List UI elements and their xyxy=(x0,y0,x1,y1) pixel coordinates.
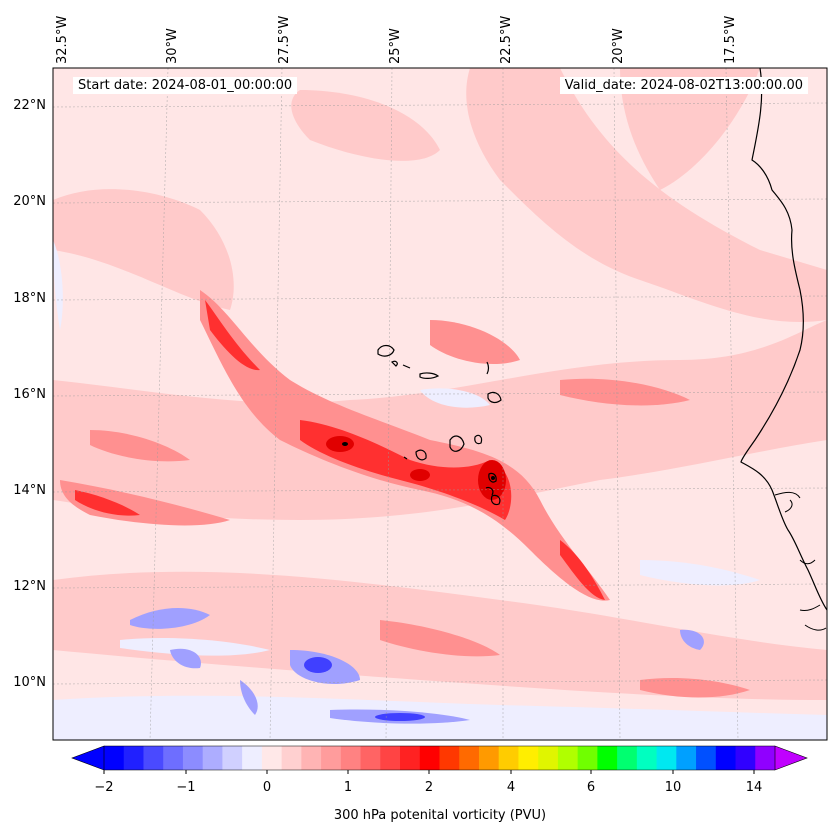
colorbar-segment xyxy=(380,746,401,770)
lon-label: 17.5°W xyxy=(723,15,738,64)
colorbar-segment xyxy=(617,746,638,770)
colorbar-segment xyxy=(143,746,164,770)
colorbar-segment xyxy=(518,746,539,770)
colorbar-segment xyxy=(182,746,204,770)
colorbar-tick-label: −1 xyxy=(176,780,196,795)
colorbar-segment xyxy=(222,746,243,770)
map-frame xyxy=(52,67,828,741)
colorbar-extend-low xyxy=(71,745,105,771)
lat-label: 22°N xyxy=(13,98,46,113)
colorbar xyxy=(71,745,808,774)
colorbar-segment xyxy=(636,746,658,770)
lon-label: 20°W xyxy=(611,28,626,64)
start-date-label: Start date: 2024-08-01_00:00:00 xyxy=(73,77,298,94)
colorbar-segment xyxy=(123,746,144,770)
colorbar-tick-label: 4 xyxy=(506,780,516,795)
colorbar-segment xyxy=(577,746,598,770)
colorbar-segment xyxy=(419,746,440,770)
cape-verde-islands xyxy=(377,344,502,506)
colorbar-segment xyxy=(104,746,125,770)
colorbar-segment xyxy=(261,746,283,770)
lat-label: 14°N xyxy=(13,483,46,498)
colorbar-segment xyxy=(340,746,362,770)
pv-mid-zones xyxy=(60,290,750,698)
lon-label: 22.5°W xyxy=(499,15,514,64)
island-peaks xyxy=(342,442,495,480)
pv-strong-negative-zones xyxy=(304,657,425,721)
lat-label: 20°N xyxy=(13,194,46,209)
colorbar-segment xyxy=(557,746,579,770)
valid-date-label: Valid_date: 2024-08-02T13:00:00.00 xyxy=(559,77,808,94)
lat-label: 18°N xyxy=(13,291,46,306)
colorbar-outline xyxy=(104,745,775,771)
colorbar-segment xyxy=(696,746,717,770)
colorbar-tick-label: −2 xyxy=(94,780,114,795)
coastline-detail xyxy=(774,491,827,631)
colorbar-extend-high xyxy=(774,745,808,771)
colorbar-segment xyxy=(439,746,460,770)
colorbar-segment xyxy=(321,746,342,770)
west-africa-coastline xyxy=(740,68,827,611)
colorbar-tick-label: 6 xyxy=(586,780,596,795)
colorbar-segment xyxy=(301,746,322,770)
colorbar-segment xyxy=(538,746,559,770)
colorbar-segment xyxy=(478,746,500,770)
colorbar-segment xyxy=(400,746,421,770)
colorbar-segment xyxy=(715,746,737,770)
colorbar-segment xyxy=(360,746,381,770)
lat-label: 10°N xyxy=(13,675,46,690)
colorbar-segment xyxy=(498,746,519,770)
lat-label: 16°N xyxy=(13,387,46,402)
colorbar-segment xyxy=(242,746,263,770)
colorbar-tick-label: 10 xyxy=(664,780,682,795)
lon-label: 27.5°W xyxy=(277,15,292,64)
lon-label: 30°W xyxy=(165,28,180,64)
colorbar-tick-label: 2 xyxy=(424,780,434,795)
colorbar-tick-label: 1 xyxy=(343,780,353,795)
lon-label: 32.5°W xyxy=(55,15,70,64)
colorbar-segment xyxy=(163,746,184,770)
colorbar-segment xyxy=(676,746,697,770)
colorbar-segment xyxy=(281,746,302,770)
colorbar-segment xyxy=(656,746,677,770)
gridlines xyxy=(53,68,827,740)
colorbar-segment xyxy=(597,746,618,770)
lat-label: 12°N xyxy=(13,579,46,594)
colorbar-segment xyxy=(735,746,756,770)
colorbar-tick-label: 14 xyxy=(745,780,763,795)
colorbar-tick-label: 0 xyxy=(262,780,272,795)
colorbar-segment xyxy=(459,746,480,770)
colorbar-segment xyxy=(202,746,223,770)
colorbar-title: 300 hPa potenital vorticity (PVU) xyxy=(333,808,547,823)
colorbar-segment xyxy=(755,746,776,770)
lon-label: 25°W xyxy=(388,28,403,64)
